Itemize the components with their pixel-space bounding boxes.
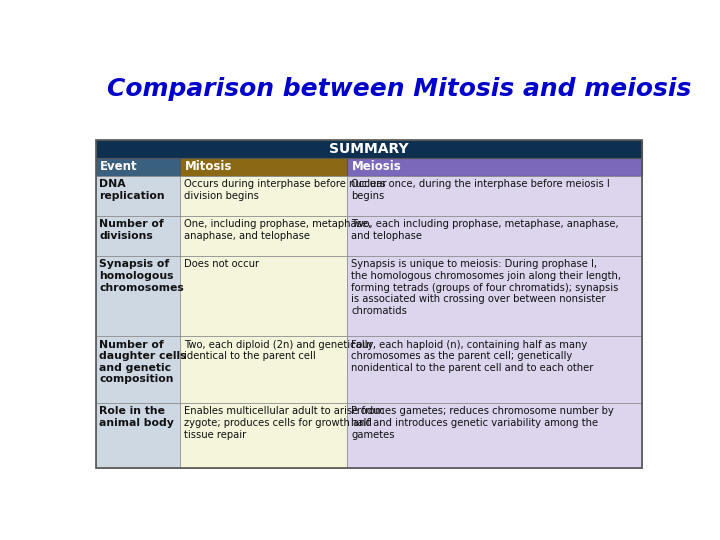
FancyBboxPatch shape: [180, 256, 347, 336]
Text: Enables multicellular adult to arise from
zygote; produces cells for growth and
: Enables multicellular adult to arise fro…: [184, 407, 384, 440]
FancyBboxPatch shape: [96, 158, 180, 176]
Text: Event: Event: [100, 160, 138, 173]
FancyBboxPatch shape: [96, 256, 180, 336]
FancyBboxPatch shape: [96, 336, 180, 403]
Text: Does not occur: Does not occur: [184, 259, 259, 269]
Text: Two, each including prophase, metaphase, anaphase,
and telophase: Two, each including prophase, metaphase,…: [351, 219, 618, 241]
FancyBboxPatch shape: [347, 176, 642, 216]
FancyBboxPatch shape: [180, 216, 347, 256]
Text: Number of
daughter cells
and genetic
composition: Number of daughter cells and genetic com…: [99, 340, 187, 384]
FancyBboxPatch shape: [96, 176, 180, 216]
FancyBboxPatch shape: [347, 158, 642, 176]
FancyBboxPatch shape: [347, 216, 642, 256]
FancyBboxPatch shape: [96, 216, 180, 256]
Text: Occurs during interphase before nuclear
division begins: Occurs during interphase before nuclear …: [184, 179, 387, 201]
Text: Mitosis: Mitosis: [185, 160, 232, 173]
FancyBboxPatch shape: [347, 336, 642, 403]
Text: Four, each haploid (n), containing half as many
chromosomes as the parent cell; : Four, each haploid (n), containing half …: [351, 340, 593, 373]
Text: Meiosis: Meiosis: [351, 160, 401, 173]
Text: Number of
divisions: Number of divisions: [99, 219, 164, 241]
FancyBboxPatch shape: [180, 336, 347, 403]
Text: Occurs once, during the interphase before meiosis I
begins: Occurs once, during the interphase befor…: [351, 179, 610, 201]
FancyBboxPatch shape: [347, 403, 642, 468]
FancyBboxPatch shape: [180, 176, 347, 216]
FancyBboxPatch shape: [347, 256, 642, 336]
FancyBboxPatch shape: [180, 403, 347, 468]
Text: One, including prophase, metaphase,
anaphase, and telophase: One, including prophase, metaphase, anap…: [184, 219, 372, 241]
FancyBboxPatch shape: [96, 403, 180, 468]
Text: Comparison between Mitosis and meiosis: Comparison between Mitosis and meiosis: [107, 77, 691, 102]
Text: Synapsis is unique to meiosis: During prophase I,
the homologous chromosomes joi: Synapsis is unique to meiosis: During pr…: [351, 259, 621, 316]
Text: Two, each diploid (2n) and genetically
identical to the parent cell: Two, each diploid (2n) and genetically i…: [184, 340, 374, 361]
Text: Synapsis of
homologous
chromosomes: Synapsis of homologous chromosomes: [99, 259, 184, 293]
Text: SUMMARY: SUMMARY: [329, 141, 409, 156]
Text: Produces gametes; reduces chromosome number by
half and introduces genetic varia: Produces gametes; reduces chromosome num…: [351, 407, 613, 440]
FancyBboxPatch shape: [96, 140, 642, 158]
Text: DNA
replication: DNA replication: [99, 179, 165, 201]
Text: Role in the
animal body: Role in the animal body: [99, 407, 174, 428]
FancyBboxPatch shape: [180, 158, 347, 176]
